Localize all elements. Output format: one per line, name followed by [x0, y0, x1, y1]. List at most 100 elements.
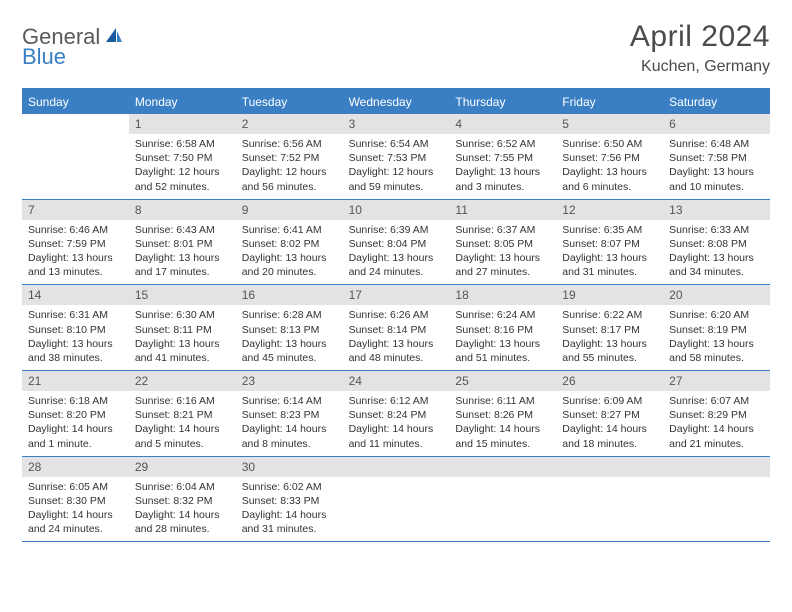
day-body: Sunrise: 6:39 AMSunset: 8:04 PMDaylight:…: [343, 220, 450, 285]
day-number: 11: [449, 200, 556, 220]
daylight-text: Daylight: 13 hours and 45 minutes.: [242, 337, 337, 365]
day-header-fri: Friday: [556, 90, 663, 114]
sunrise-text: Sunrise: 6:18 AM: [28, 394, 123, 408]
sunrise-text: Sunrise: 6:46 AM: [28, 223, 123, 237]
day-number: 28: [22, 457, 129, 477]
day-number: 5: [556, 114, 663, 134]
sunrise-text: Sunrise: 6:22 AM: [562, 308, 657, 322]
daylight-text: Daylight: 14 hours and 18 minutes.: [562, 422, 657, 450]
week-row: 28 Sunrise: 6:05 AMSunset: 8:30 PM Dayligh…: [22, 457, 770, 543]
sunset-text: Sunset: 7:59 PM: [28, 237, 123, 251]
title-block: April 2024 Kuchen, Germany: [630, 20, 770, 76]
week-row: 1Sunrise: 6:58 AMSunset: 7:50 PMDaylight…: [22, 114, 770, 200]
sunset-text: Sunset: 8:17 PM: [562, 323, 657, 337]
day-body: Sunrise: 6:46 AMSunset: 7:59 PMDaylight:…: [22, 220, 129, 285]
daylight-text: Daylight: 13 hours and 24 minutes.: [349, 251, 444, 279]
daylight-text: Daylight: 14 hours and 5 minutes.: [135, 422, 230, 450]
sunset-text: Sunset: 8:01 PM: [135, 237, 230, 251]
day-cell: 29Sunrise: 6:04 AMSunset: 8:32 PMDayligh…: [129, 457, 236, 542]
sunset-text: Sunset: 8:20 PM: [28, 408, 123, 422]
sunset-text: Sunset: 7:55 PM: [455, 151, 550, 165]
day-number: 13: [663, 200, 770, 220]
sunset-text: Sunset: 8:30 PM: [28, 494, 123, 508]
sunrise-text: Sunrise: 6:11 AM: [455, 394, 550, 408]
daylight-text: Daylight: 14 hours and 1 minute.: [28, 422, 123, 450]
daylight-text: Daylight: 12 hours and 56 minutes.: [242, 165, 337, 193]
day-body: Sunrise: 6:20 AMSunset: 8:19 PMDaylight:…: [663, 305, 770, 370]
sunrise-text: Sunrise: 6:26 AM: [349, 308, 444, 322]
logo-sail-icon: [104, 26, 124, 49]
daylight-text: Daylight: 13 hours and 17 minutes.: [135, 251, 230, 279]
day-number: 24: [343, 371, 450, 391]
day-number: 30: [236, 457, 343, 477]
sunset-text: Sunset: 7:53 PM: [349, 151, 444, 165]
day-body: Sunrise: 6:56 AMSunset: 7:52 PMDaylight:…: [236, 134, 343, 199]
sunset-text: Sunset: 8:14 PM: [349, 323, 444, 337]
sunset-text: Sunset: 7:56 PM: [562, 151, 657, 165]
day-number: 6: [663, 114, 770, 134]
day-cell: [343, 457, 450, 542]
day-body: Sunrise: 6:50 AMSunset: 7:56 PMDaylight:…: [556, 134, 663, 199]
day-cell: 4Sunrise: 6:52 AMSunset: 7:55 PMDaylight…: [449, 114, 556, 199]
daylight-text: Daylight: 13 hours and 6 minutes.: [562, 165, 657, 193]
sunset-text: Sunset: 8:23 PM: [242, 408, 337, 422]
day-body: Sunrise: 6:43 AMSunset: 8:01 PMDaylight:…: [129, 220, 236, 285]
sunrise-text: Sunrise: 6:58 AM: [135, 137, 230, 151]
day-number: 15: [129, 285, 236, 305]
sunset-text: Sunset: 8:07 PM: [562, 237, 657, 251]
day-number: 1: [129, 114, 236, 134]
daylight-text: Daylight: 13 hours and 34 minutes.: [669, 251, 764, 279]
day-cell: 16Sunrise: 6:28 AMSunset: 8:13 PMDayligh…: [236, 285, 343, 370]
daylight-text: Daylight: 13 hours and 51 minutes.: [455, 337, 550, 365]
sunrise-text: Sunrise: 6:30 AM: [135, 308, 230, 322]
sunrise-text: Sunrise: 6:33 AM: [669, 223, 764, 237]
week-row: 14Sunrise: 6:31 AMSunset: 8:10 PMDayligh…: [22, 285, 770, 371]
day-cell: 15 Sunrise: 6:30 AMSunset: 8:11 PMDayligh…: [129, 285, 236, 370]
day-number: 8: [129, 200, 236, 220]
day-body: Sunrise: 6:28 AMSunset: 8:13 PMDaylight:…: [236, 305, 343, 370]
sunrise-text: Sunrise: 6:14 AM: [242, 394, 337, 408]
daylight-text: Daylight: 13 hours and 41 minutes.: [135, 337, 230, 365]
day-body: Sunrise: 6:11 AMSunset: 8:26 PMDaylight:…: [449, 391, 556, 456]
day-cell: 12Sunrise: 6:35 AMSunset: 8:07 PMDayligh…: [556, 200, 663, 285]
daylight-text: Daylight: 14 hours and 8 minutes.: [242, 422, 337, 450]
day-header-wed: Wednesday: [343, 90, 450, 114]
daylight-text: Daylight: 13 hours and 10 minutes.: [669, 165, 764, 193]
day-cell: 13 Sunrise: 6:33 AMSunset: 8:08 PMDayligh…: [663, 200, 770, 285]
day-number-empty: [663, 457, 770, 477]
day-body: Sunrise: 6:26 AMSunset: 8:14 PMDaylight:…: [343, 305, 450, 370]
day-number: 14: [22, 285, 129, 305]
sunset-text: Sunset: 8:02 PM: [242, 237, 337, 251]
sunset-text: Sunset: 7:58 PM: [669, 151, 764, 165]
day-number: 4: [449, 114, 556, 134]
day-number: 3: [343, 114, 450, 134]
daylight-text: Daylight: 14 hours and 31 minutes.: [242, 508, 337, 536]
sunset-text: Sunset: 7:52 PM: [242, 151, 337, 165]
day-header-sun: Sunday: [22, 90, 129, 114]
day-cell: 25Sunrise: 6:11 AMSunset: 8:26 PMDayligh…: [449, 371, 556, 456]
sunrise-text: Sunrise: 6:12 AM: [349, 394, 444, 408]
sunset-text: Sunset: 8:26 PM: [455, 408, 550, 422]
sunset-text: Sunset: 8:11 PM: [135, 323, 230, 337]
location-label: Kuchen, Germany: [630, 58, 770, 76]
sunrise-text: Sunrise: 6:56 AM: [242, 137, 337, 151]
day-number-empty: [556, 457, 663, 477]
day-cell: 11Sunrise: 6:37 AMSunset: 8:05 PMDayligh…: [449, 200, 556, 285]
day-body: Sunrise: 6:37 AMSunset: 8:05 PMDaylight:…: [449, 220, 556, 285]
sunset-text: Sunset: 8:24 PM: [349, 408, 444, 422]
daylight-text: Daylight: 13 hours and 31 minutes.: [562, 251, 657, 279]
day-body: Sunrise: 6:12 AMSunset: 8:24 PMDaylight:…: [343, 391, 450, 456]
sunset-text: Sunset: 8:29 PM: [669, 408, 764, 422]
day-number: 2: [236, 114, 343, 134]
daylight-text: Daylight: 13 hours and 58 minutes.: [669, 337, 764, 365]
sunrise-text: Sunrise: 6:05 AM: [28, 480, 123, 494]
sunset-text: Sunset: 8:08 PM: [669, 237, 764, 251]
logo-blue-line: Blue: [22, 44, 66, 70]
day-cell: 26Sunrise: 6:09 AMSunset: 8:27 PMDayligh…: [556, 371, 663, 456]
day-header-thu: Thursday: [449, 90, 556, 114]
day-cell: 17Sunrise: 6:26 AMSunset: 8:14 PMDayligh…: [343, 285, 450, 370]
day-cell: 21Sunrise: 6:18 AMSunset: 8:20 PMDayligh…: [22, 371, 129, 456]
daylight-text: Daylight: 13 hours and 38 minutes.: [28, 337, 123, 365]
sunset-text: Sunset: 8:32 PM: [135, 494, 230, 508]
sunrise-text: Sunrise: 6:02 AM: [242, 480, 337, 494]
